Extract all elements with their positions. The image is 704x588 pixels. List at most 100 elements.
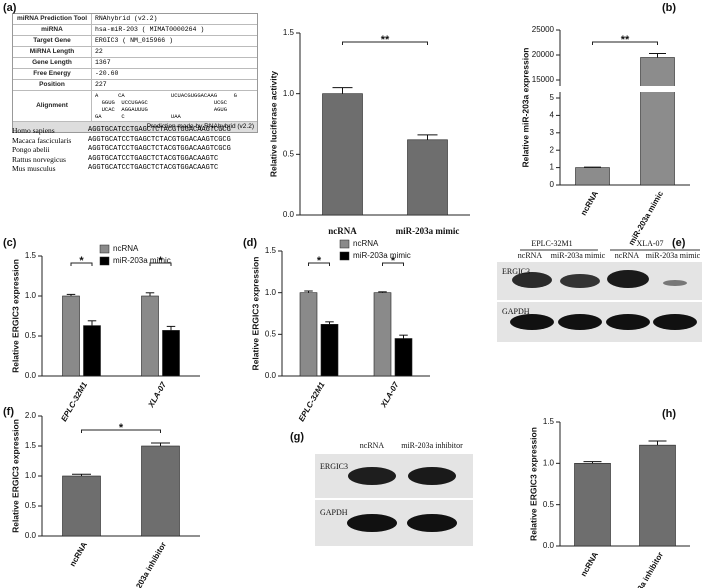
significance-bracket [382,262,404,266]
y-tick-label: 1.0 [283,89,295,98]
footer: Prediction made by RNAhybrid (v2.2) [13,122,257,132]
value: 1367 [95,59,111,66]
y-tick-label: 0.5 [25,331,37,340]
legend-label: miR-203a mimic [113,256,171,265]
value: ERGIC3 ( NM_015966 ) [95,37,174,44]
significance-label: * [158,255,163,267]
panel-label: (c) [3,237,17,249]
significance-label: ** [621,34,630,46]
sequence: AGGTGCATCCTGAGCTCTACGTGGACAAGTCGCG [88,145,231,153]
row-label: ERGIC3 [320,462,348,471]
blot-g: ncRNA miR-203a inhibitor ERGIC3 GAPDH [315,441,473,546]
y-tick-label: 1.0 [25,291,37,300]
lane-label: miR-203a mimic [551,251,606,260]
blot-e: EPLC-32M1 XLA-07 ncRNA miR-203a mimic nc… [497,239,702,342]
significance-bracket [592,41,658,45]
y-axis-label: Relative ERGIC3 expression [10,259,20,373]
row: miRNA hsa-miR-203 ( MIMAT0000264 ) [13,25,257,36]
x-tick-label: XLA-07 [378,380,400,410]
bar [394,338,413,377]
bar [407,139,448,216]
band [653,314,697,330]
panel-label: (h) [662,408,676,420]
lane-label: miR-203a mimic [646,251,701,260]
row: Mus musculus AGGTGCATCCTGAGCTCTACGTGGACAA… [12,164,231,174]
sequence: AGGTGCATCCTGAGCTCTACGTGGACAAGTCGCG [88,135,231,144]
group-label: XLA-07 [636,239,663,248]
significance-label: * [317,255,322,267]
band [607,270,649,288]
significance-label: * [391,255,396,267]
band [408,467,456,485]
bar [639,444,676,547]
legend-swatch [339,251,350,261]
alignment-line: UCAC AGGAUUUG AGUG [95,106,228,113]
bar [320,324,339,377]
band [348,467,396,485]
value: 227 [95,81,107,88]
panel-label: (f) [3,406,14,418]
row: Gene Length 1367 [13,58,257,69]
panel-labels: (a) (b) (c) (d) (e) (f) (g) (h) [3,2,686,443]
y-tick-label: 0.0 [543,541,555,550]
y-tick-label: 0.0 [283,210,295,219]
chart: 0.0 0.5 1.0 1.5 Relative luciferase activity… [268,28,470,236]
y-tick-label: 0.5 [283,149,295,158]
bar [373,292,392,377]
y-tick-label: 1.5 [543,417,555,426]
value: -20.60 [95,70,119,77]
y-tick-label: 4 [550,111,555,120]
y-axis-label: Relative ERGIC3 expression [10,419,20,533]
legend-swatch [339,239,350,249]
y-tick-label: 1.5 [265,246,277,255]
significance-bracket [70,262,93,266]
bar [574,463,611,547]
row: Alignment A CA UCUACGUGGACAAG G GGUG UCC… [13,91,257,122]
significance-label: * [79,255,84,267]
row: Rattus norvegicus AGGTGCATCCTGAGCTCTACGTG… [12,155,231,165]
x-tick-label: EPLC-32M1 [59,380,89,423]
y-tick-label: 0.0 [25,371,37,380]
key: Free Energy [13,69,92,79]
band [560,274,600,288]
species: Homo sapiens [12,126,55,135]
band [510,314,554,330]
panel-label: (b) [662,2,676,14]
y-tick-label: 1.0 [543,458,555,467]
y-tick-label: 1.5 [25,251,37,260]
y-tick-label: 5 [550,93,555,102]
y-tick-label: 1.5 [25,441,37,450]
key: miRNA Prediction Tool [13,14,92,24]
group-label: EPLC-32M1 [531,239,572,248]
significance-bracket [308,262,330,266]
key: miRNA [13,25,92,35]
row: Target Gene ERGIC3 ( NM_015966 ) [13,36,257,47]
y-tick-label: 2.0 [25,411,37,420]
band [606,314,650,330]
key: Gene Length [13,58,92,68]
y-tick-label: 0 [550,180,555,189]
bar [83,325,101,377]
value: 22 [95,48,103,55]
bar [575,167,610,186]
y-tick-label: 0.0 [25,531,37,540]
band [558,314,602,330]
y-tick-label: 1.5 [283,28,295,37]
significance-label: * [119,422,124,434]
bar [322,93,363,216]
species: Mus musculus [12,164,56,173]
axis-break [554,86,690,92]
bar [299,292,318,377]
band [347,514,397,532]
x-tick-label: ncRNA [579,550,600,578]
chart: 0.0 0.5 1.0 1.5 Relative ERGIC3 expression EP… [10,244,200,423]
bar [162,330,180,377]
rnahybrid-table: miRNA Prediction Tool RNAhybrid (v2.2) mi… [12,13,258,133]
y-tick-label: 0.5 [25,501,37,510]
panel-label: (a) [3,2,17,14]
significance-bracket [149,262,172,266]
bar [640,57,675,186]
band [663,280,687,286]
